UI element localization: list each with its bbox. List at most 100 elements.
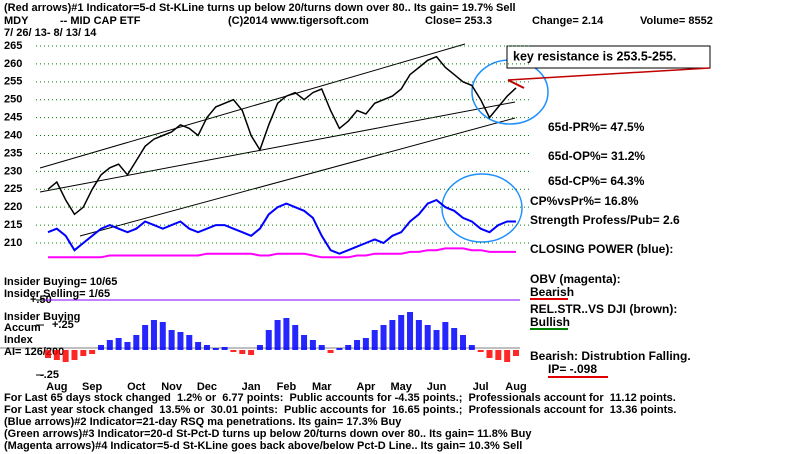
- callout-arrow: [507, 79, 525, 89]
- x-tick-label: Nov: [161, 381, 183, 393]
- bar: [389, 320, 396, 350]
- highlight-circle: [441, 173, 523, 243]
- footer-text: (Blue arrows)#2 Indicator=21-day RSQ ma …: [4, 416, 402, 428]
- bar: [468, 345, 475, 350]
- insider-text: Insider Selling= 1/65: [4, 288, 110, 300]
- bar: [362, 338, 369, 350]
- bar: [495, 350, 502, 360]
- bar: [45, 350, 51, 358]
- x-tick-label: Aug: [46, 381, 67, 393]
- footer-text: For Last 65 days stock changed 1.2% or 6…: [4, 392, 676, 404]
- bar: [398, 315, 405, 350]
- bar: [433, 330, 440, 350]
- annotation: CP%vsPr%= 16.8%: [530, 194, 639, 208]
- insider-text: Index: [4, 334, 34, 346]
- x-tick-label: Apr: [356, 381, 376, 393]
- bar: [150, 320, 157, 350]
- bar: [451, 328, 458, 350]
- callout-text: key resistance is 253.5-255.: [513, 49, 676, 63]
- bar: [212, 348, 219, 350]
- x-tick-label: Jun: [427, 381, 447, 393]
- y-tick-label: 240: [4, 129, 22, 141]
- bar: [424, 325, 431, 350]
- bar: [159, 322, 166, 350]
- bar: [512, 350, 519, 356]
- bar: [71, 350, 78, 360]
- bar: [89, 350, 96, 354]
- bar: [345, 345, 352, 350]
- x-tick-label: Mar: [312, 381, 332, 393]
- bar: [265, 330, 272, 350]
- bar: [309, 340, 316, 350]
- annotation: Strength Profess/Pub= 2.6: [530, 213, 680, 227]
- annotation: Bearish: Distrubtion Falling.: [530, 349, 691, 363]
- series-line: [47, 55, 517, 216]
- channel-lower: [79, 117, 516, 237]
- y-tick-label: 230: [4, 165, 22, 177]
- channel-upper: [39, 43, 466, 169]
- bar: [80, 350, 87, 356]
- bar: [407, 312, 414, 350]
- series-line: [47, 198, 516, 255]
- footer-text: (Green arrows)#3 Indicator=20-d St-Pct-D…: [4, 428, 532, 440]
- bar: [97, 345, 104, 350]
- bar: [504, 350, 511, 362]
- annotation: 65d-OP%= 31.2%: [548, 149, 645, 163]
- y-tick-label: 225: [4, 183, 22, 195]
- bar: [168, 330, 175, 350]
- bar: [186, 335, 193, 350]
- x-tick-label: Jan: [242, 381, 261, 393]
- y-tick-label: 215: [4, 219, 22, 231]
- y-tick-label: 255: [4, 76, 22, 88]
- header-text: -- MID CAP ETF: [60, 15, 141, 27]
- annotation: OBV (magenta):: [530, 272, 621, 286]
- header-text: Close= 253.3: [425, 15, 492, 27]
- annotation: 65d-PR%= 47.5%: [548, 120, 645, 134]
- x-tick-label: May: [390, 381, 412, 393]
- annotation: Bullish: [530, 315, 570, 329]
- y-tick-label: 265: [4, 40, 22, 52]
- y-tick-label: 210: [4, 237, 22, 249]
- chart-title: (Red arrows)#1 Indicator=5-d St-KLine tu…: [4, 2, 516, 14]
- y-tick-label: 220: [4, 201, 22, 213]
- bar: [177, 332, 184, 350]
- bar: [230, 350, 237, 352]
- bar: [327, 350, 334, 353]
- channel-middle: [39, 101, 516, 193]
- y-tick-label: 245: [4, 112, 22, 124]
- bar: [239, 350, 246, 354]
- callout-box: [506, 45, 711, 69]
- insider-text: Accum: [4, 322, 41, 334]
- bar: [318, 345, 325, 350]
- annotation: IP= -.098: [548, 362, 597, 376]
- bar: [354, 340, 361, 350]
- bar: [203, 345, 210, 350]
- bar: [283, 318, 290, 350]
- y-tick-label: 235: [4, 147, 22, 159]
- bar: [124, 342, 131, 350]
- x-tick-label: Oct: [127, 381, 146, 393]
- bar: [62, 350, 69, 362]
- date-range: 7/ 26/ 13- 8/ 13/ 14: [4, 27, 97, 39]
- bar: [477, 350, 484, 352]
- bar: [53, 350, 60, 360]
- bar: [248, 350, 255, 355]
- bar: [380, 325, 387, 350]
- insider-text: Insider Buying= 10/65: [4, 276, 117, 288]
- annotation: 65d-CP%= 64.3%: [548, 174, 645, 188]
- x-tick-label: Dec: [197, 381, 217, 393]
- bar: [336, 348, 343, 350]
- header-text: Change= 2.14: [532, 15, 604, 27]
- y-tick-label: 250: [4, 94, 22, 106]
- insider-text: Insider Buying: [4, 311, 80, 323]
- bar: [371, 330, 378, 350]
- footer-text: For Last year stock changed 13.5% or 30.…: [4, 404, 676, 416]
- x-tick-label: Sep: [82, 381, 102, 393]
- bar: [195, 342, 202, 350]
- bar: [486, 350, 493, 358]
- bar: [115, 338, 122, 350]
- y-tick-label: 260: [4, 58, 22, 70]
- annotation: CLOSING POWER (blue):: [530, 242, 673, 256]
